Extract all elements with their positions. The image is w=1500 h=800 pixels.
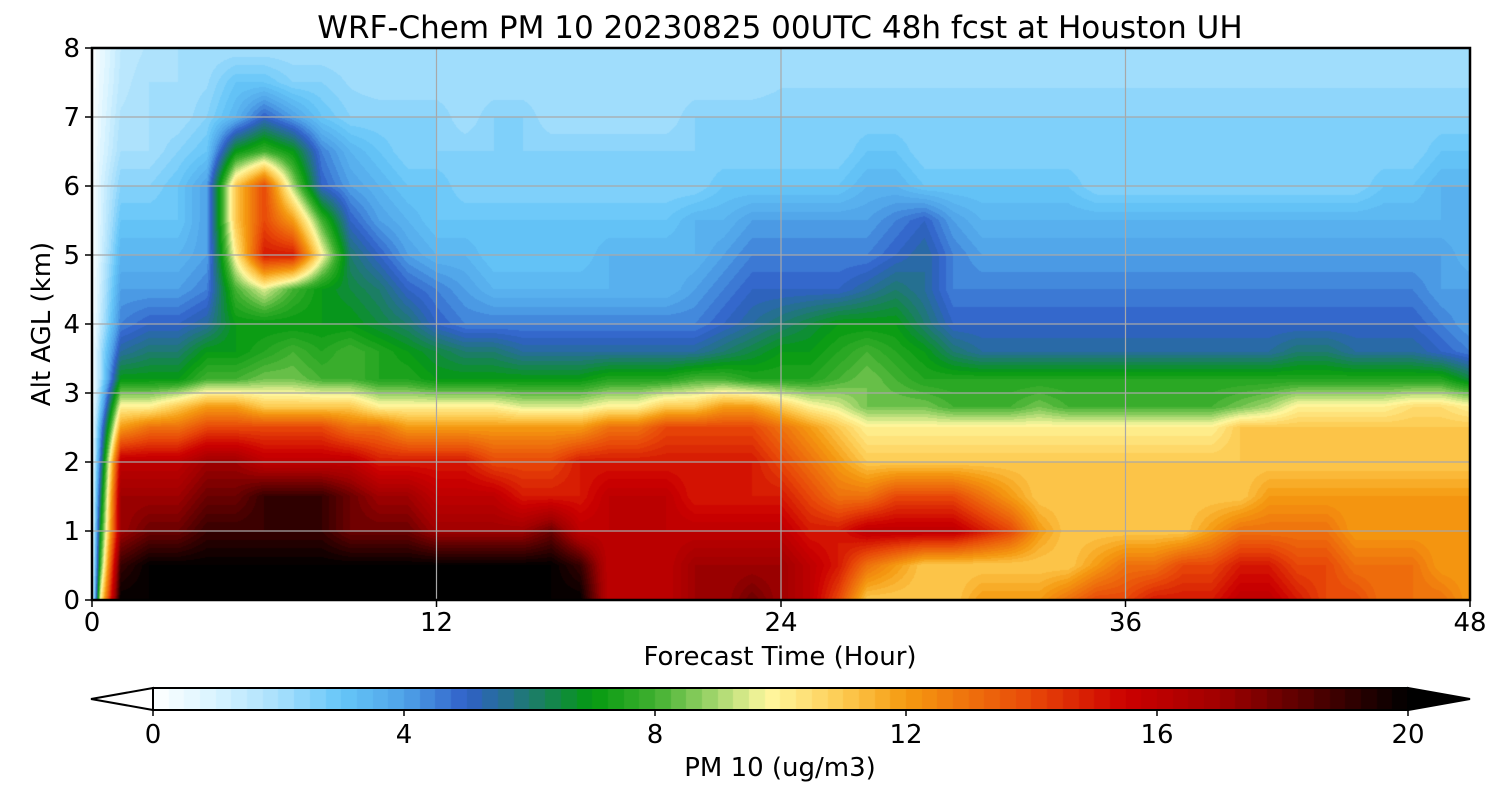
colorbar-tick-label: 4 (396, 720, 413, 750)
colorbar-tick-label: 0 (145, 720, 162, 750)
y-axis: 0 1 2 3 4 5 6 7 8 (63, 34, 92, 616)
y-tick-label: 0 (63, 586, 80, 616)
x-tick-label: 36 (1109, 608, 1142, 638)
plot-area (90, 46, 1472, 602)
colorbar-tick-label: 16 (1140, 720, 1173, 750)
colorbar-frame (152, 687, 1409, 711)
x-tick-label: 24 (764, 608, 797, 638)
colorbar-ticks: 0 4 8 12 16 20 (145, 710, 1425, 750)
y-tick-label: 1 (63, 517, 80, 547)
colorbar: 0 4 8 12 16 20 (90, 686, 1471, 750)
colorbar-tick-label: 8 (647, 720, 664, 750)
y-axis-label: Alt AGL (km) (27, 242, 57, 406)
colorbar-gradient (153, 688, 1408, 710)
x-tick-label: 48 (1453, 608, 1486, 638)
y-tick-label: 8 (63, 34, 80, 64)
colorbar-tick-label: 12 (889, 720, 922, 750)
x-axis: 0 12 24 36 48 (84, 600, 1487, 638)
y-tick-label: 3 (63, 379, 80, 409)
x-axis-label: Forecast Time (Hour) (643, 642, 916, 672)
y-tick-label: 4 (63, 310, 80, 340)
x-tick-label: 0 (84, 608, 101, 638)
y-tick-label: 5 (63, 241, 80, 271)
chart-title: WRF-Chem PM 10 20230825 00UTC 48h fcst a… (317, 10, 1242, 46)
y-tick-label: 7 (63, 103, 80, 133)
colorbar-extend-high (1407, 686, 1471, 712)
colorbar-extend-low (90, 686, 154, 712)
y-tick-label: 2 (63, 448, 80, 478)
x-tick-label: 12 (420, 608, 453, 638)
colorbar-tick-label: 20 (1391, 720, 1424, 750)
colorbar-label: PM 10 (ug/m3) (684, 753, 876, 783)
y-tick-label: 6 (63, 172, 80, 202)
